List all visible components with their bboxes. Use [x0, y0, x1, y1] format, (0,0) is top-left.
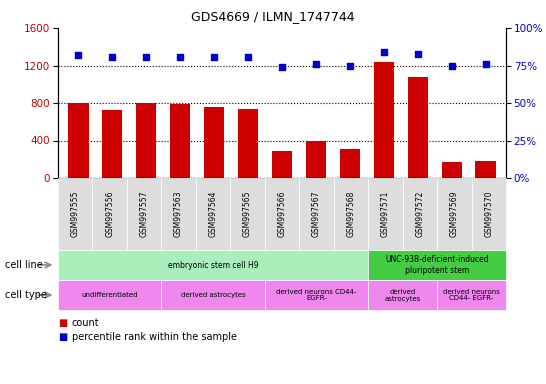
Text: GSM997564: GSM997564 — [209, 191, 217, 237]
Point — [176, 53, 185, 60]
Text: derived astrocytes: derived astrocytes — [181, 292, 246, 298]
Point — [447, 63, 456, 69]
Bar — [136, 103, 156, 178]
Bar — [306, 141, 326, 178]
Point — [379, 49, 388, 55]
Text: UNC-93B-deficient-induced
pluripotent stem: UNC-93B-deficient-induced pluripotent st… — [385, 255, 489, 275]
Text: derived neurons CD44-
EGFR-: derived neurons CD44- EGFR- — [276, 288, 357, 301]
Point — [108, 53, 117, 60]
Point — [142, 53, 151, 60]
Bar — [340, 149, 360, 178]
Text: GSM997570: GSM997570 — [484, 191, 493, 237]
Point — [244, 53, 252, 60]
Text: cell type: cell type — [5, 290, 48, 300]
Text: percentile rank within the sample: percentile rank within the sample — [72, 332, 236, 342]
Text: GSM997563: GSM997563 — [174, 191, 183, 237]
Text: GSM997568: GSM997568 — [346, 191, 355, 237]
Point — [346, 63, 354, 69]
Text: derived
astrocytes: derived astrocytes — [384, 288, 421, 301]
Bar — [272, 151, 292, 178]
Bar — [170, 104, 191, 178]
Bar — [68, 103, 88, 178]
Text: undifferentiated: undifferentiated — [81, 292, 138, 298]
Point — [210, 53, 218, 60]
Text: count: count — [72, 318, 99, 328]
Text: GSM997565: GSM997565 — [243, 191, 252, 237]
Text: GSM997572: GSM997572 — [416, 191, 424, 237]
Text: GSM997567: GSM997567 — [312, 191, 321, 237]
Bar — [442, 162, 462, 178]
Text: GSM997566: GSM997566 — [277, 191, 287, 237]
Text: GSM997569: GSM997569 — [450, 191, 459, 237]
Point — [277, 64, 286, 70]
Text: GSM997557: GSM997557 — [140, 191, 149, 237]
Bar — [407, 77, 428, 178]
Point — [312, 61, 321, 67]
Point — [481, 61, 490, 67]
Bar — [204, 107, 224, 178]
Bar — [238, 109, 258, 178]
Text: derived neurons
CD44- EGFR-: derived neurons CD44- EGFR- — [443, 288, 500, 301]
Text: ■: ■ — [58, 318, 67, 328]
Text: ■: ■ — [58, 332, 67, 342]
Point — [413, 50, 422, 56]
Bar — [102, 109, 122, 178]
Text: GSM997556: GSM997556 — [105, 191, 114, 237]
Bar — [373, 62, 394, 178]
Text: embryonic stem cell H9: embryonic stem cell H9 — [168, 260, 258, 270]
Bar — [476, 161, 496, 178]
Text: GSM997571: GSM997571 — [381, 191, 390, 237]
Text: cell line: cell line — [5, 260, 43, 270]
Text: GSM997555: GSM997555 — [71, 191, 80, 237]
Point — [74, 52, 83, 58]
Text: GDS4669 / ILMN_1747744: GDS4669 / ILMN_1747744 — [191, 10, 355, 23]
